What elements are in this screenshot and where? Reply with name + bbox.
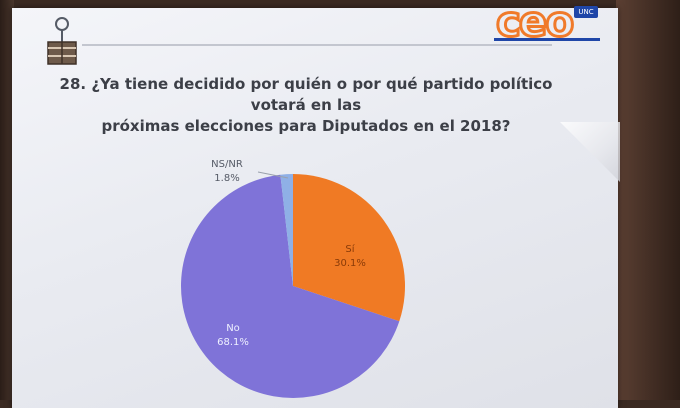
background-wall-right xyxy=(616,0,680,400)
slice-value-label-3: 1.8% xyxy=(214,173,239,184)
question-line-1: 28. ¿Ya tiene decidido por quién o por q… xyxy=(59,75,553,114)
slice-value-label-2: 68.1% xyxy=(217,337,249,348)
question-title: 28. ¿Ya tiene decidido por quién o por q… xyxy=(46,74,566,137)
slice-category-label-3: NS/NR xyxy=(211,159,243,170)
pie-slice-3 xyxy=(280,174,293,286)
logo-badge: UNC xyxy=(574,6,598,18)
pie-slice-2 xyxy=(181,174,400,398)
slice-category-label-1: Sí xyxy=(345,243,355,255)
nsnr-leader-line xyxy=(257,171,289,179)
background-wall-left xyxy=(0,0,14,400)
binder-clip-icon xyxy=(47,17,77,65)
question-line-2: próximas elecciones para Diputados en el… xyxy=(101,117,511,135)
slice-value-label-1: 30.1% xyxy=(334,258,366,269)
logo-underline xyxy=(494,38,600,41)
header-divider xyxy=(82,44,552,46)
pie-slice-1 xyxy=(293,174,406,322)
slice-category-label-2: No xyxy=(226,323,240,334)
